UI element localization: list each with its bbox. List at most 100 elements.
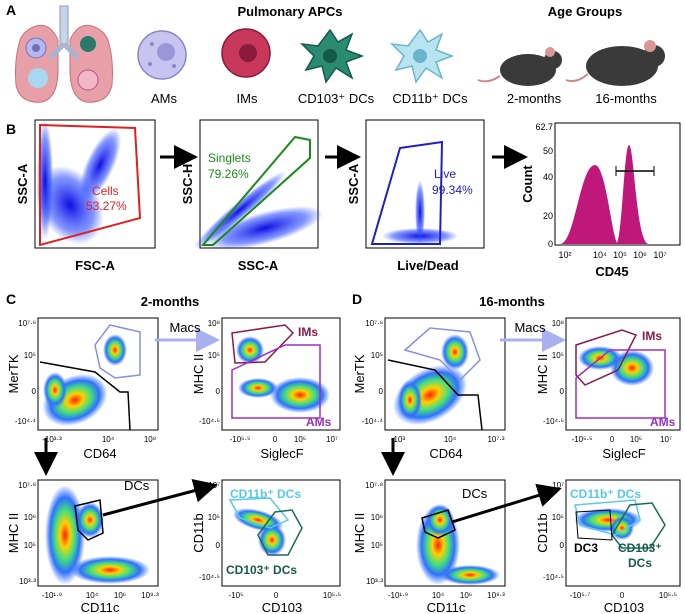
d4-ylabel: CD11b <box>535 513 550 553</box>
d3-ytick-1: 10⁶ <box>371 513 383 522</box>
d2-ylabel: MHC II <box>535 354 550 394</box>
hist-ytick-50: 50 <box>543 146 553 156</box>
d4-ytick-2: 0 <box>560 541 565 550</box>
c2-ytick-0: 10⁸ <box>208 319 220 328</box>
hist-ylabel: Count <box>520 165 535 203</box>
c4-xlabel: CD103 <box>262 600 302 614</box>
c-cd11b-gate-label: CD11b⁺ DCs <box>230 487 301 501</box>
d2-ytick-1: 10⁵ <box>552 351 564 360</box>
d4-xtick-0: -10⁵·⁷ <box>570 591 591 600</box>
d-ims-gate-label: IMs <box>642 329 662 343</box>
panel-label-d: D <box>352 291 362 307</box>
c1-ytick-2: 0 <box>32 387 37 396</box>
c2-xtick-3: 10⁷ <box>326 435 338 444</box>
d3-ytick-3: 10³·³ <box>366 577 383 586</box>
c1-xtick-2: 10⁸ <box>144 435 156 444</box>
c4-ytick-3: -10⁴·⁵ <box>199 573 220 582</box>
c-ims-gate-label: IMs <box>298 325 318 339</box>
panel-label-a: A <box>6 2 16 18</box>
hist-ytick-40: 40 <box>543 172 553 182</box>
d-mhcii-cd11c-plot: 10⁷·⁸ 10⁶ 10⁵ 10³·³ -10¹·⁹ 10⁴ 10⁶ 10⁹·³ <box>365 479 506 600</box>
d3-xtick-2: 10⁶ <box>460 591 472 600</box>
c4-ytick-2: 0 <box>216 541 221 550</box>
mouse-2-months-icon <box>477 47 562 86</box>
d2-xtick-0: -10⁵·⁵ <box>572 435 593 444</box>
plot1-ylabel: SSC-A <box>15 163 30 204</box>
d4-xtick-1: 0 <box>620 591 625 600</box>
d1-ytick-2: 0 <box>379 387 384 396</box>
age-16-months-label: 16-months <box>595 91 657 106</box>
hist-xtick-4: 10⁷ <box>653 250 666 260</box>
d1-ylabel: MerTK <box>352 354 367 393</box>
d2-ytick-0: 10⁸ <box>552 319 564 328</box>
age-groups-title: Age Groups <box>548 4 622 19</box>
d3-xtick-0: -10¹·⁹ <box>388 591 408 600</box>
am-label: AMs <box>151 91 178 106</box>
c-cd11b-cd103-plot: CD11b⁺ DCs CD103⁺ DCs 10⁷ 10⁵ 0 -10⁴·⁵ -… <box>199 479 341 600</box>
d-cd11b-gate-label: CD11b⁺ DCs <box>570 487 641 501</box>
d-cd103-gate-label: CD103⁺ <box>618 541 662 555</box>
cells-gate-label: Cells <box>92 184 119 198</box>
plot2-xlabel: SSC-A <box>238 258 279 273</box>
im-cell-icon <box>221 28 271 78</box>
cd103-dc-label: CD103⁺ DCs <box>298 91 375 106</box>
d4-ytick-1: 10⁵ <box>552 513 564 522</box>
hist-xtick-2: 10⁵ <box>613 250 627 260</box>
c1-ytick-3: -10⁴·⁴ <box>15 417 37 426</box>
c2-xtick-0: -10⁵·⁵ <box>230 435 251 444</box>
c2-xtick-2: 10⁵ <box>294 435 306 444</box>
hist-xlabel: CD45 <box>595 264 628 279</box>
d1-ytick-0: 10⁷·⁶ <box>365 319 383 328</box>
c4-ylabel: CD11b <box>191 513 206 553</box>
d2-xlabel: SiglecF <box>602 446 645 461</box>
d3-ytick-0: 10⁷·⁸ <box>365 481 383 490</box>
c3-xtick-3: 10⁹·³ <box>141 591 159 600</box>
cd45-histogram: 0 20 40 50 62.7 10² 10⁴ 10⁵ 10⁶ 10⁷ <box>535 122 681 260</box>
panel-c-title: 2-months <box>141 294 200 309</box>
c-ams-gate-label: AMs <box>306 415 332 429</box>
cells-gate-pct: 53.27% <box>86 199 127 213</box>
c-mhcii-cd11c-plot: 10⁷·⁸ 10⁶ 10⁵ 10³·³ -10¹·⁹ 10⁴ 10⁶ 10⁹·³ <box>18 479 159 600</box>
d4-ytick-0: 10⁷ <box>552 481 564 490</box>
c4-xtick-1: 0 <box>274 591 279 600</box>
am-cell-icon <box>137 30 187 80</box>
d4-ytick-3: -10⁴·⁵ <box>543 573 564 582</box>
d-dcs-label: DCs <box>462 486 488 501</box>
c1-xtick-0: -10³·³ <box>42 435 62 444</box>
singlets-gate-pct: 79.26% <box>208 167 249 181</box>
hist-xtick-0: 10² <box>558 250 571 260</box>
c2-xtick-1: 0 <box>273 435 278 444</box>
plot3-ylabel: SSC-A <box>346 163 361 204</box>
d3-xlabel: CD11c <box>427 600 466 614</box>
d1-xtick-0: -10³ <box>391 435 406 444</box>
d3-xtick-1: 10⁴ <box>432 591 445 600</box>
c1-xlabel: CD64 <box>83 446 116 461</box>
im-label: IMs <box>237 91 258 106</box>
c4-ytick-1: 10⁵ <box>208 513 220 522</box>
d3-ytick-2: 10⁵ <box>371 541 383 550</box>
d-cd11b-cd103-plot: CD11b⁺ DCs CD103⁺ DCs DC3 10⁷ 10⁵ 0 -10⁴… <box>543 479 681 600</box>
plot1-xlabel: FSC-A <box>75 258 115 273</box>
d2-ytick-3: -10⁴·⁵ <box>543 417 564 426</box>
c3-ylabel: MHC II <box>6 513 21 553</box>
c-dcs-arrow <box>102 479 218 517</box>
c1-ytick-0: 10⁷·⁶ <box>18 319 36 328</box>
d-dcs-arrow <box>451 483 562 524</box>
d4-xtick-2: 10⁵·⁵ <box>659 591 677 600</box>
panel-label-b: B <box>6 121 16 137</box>
c3-ytick-2: 10⁵ <box>24 541 36 550</box>
d1-xtick-1: 10⁴ <box>444 435 457 444</box>
c3-ytick-0: 10⁷·⁸ <box>18 481 36 490</box>
d2-ytick-2: 0 <box>560 387 565 396</box>
c3-xtick-0: -10¹·⁹ <box>42 591 62 600</box>
c3-xlabel: CD11c <box>81 600 120 614</box>
scatter-ssc-singlets: Singlets 79.26% <box>193 119 324 250</box>
hist-ytick-62: 62.7 <box>535 122 553 132</box>
c2-ytick-2: 0 <box>216 387 221 396</box>
c2-ytick-3: -10⁴·⁵ <box>199 417 220 426</box>
c-mertk-cd64-plot: 10⁷·⁶ 10⁵ 0 -10⁴·⁴ -10³·³ 10⁴ 10⁸ <box>15 317 159 444</box>
plot2-ylabel: SSC-H <box>180 164 195 204</box>
cd11b-dc-label: CD11b⁺ DCs <box>392 91 468 106</box>
c4-xtick-0: -10⁵ <box>229 591 244 600</box>
